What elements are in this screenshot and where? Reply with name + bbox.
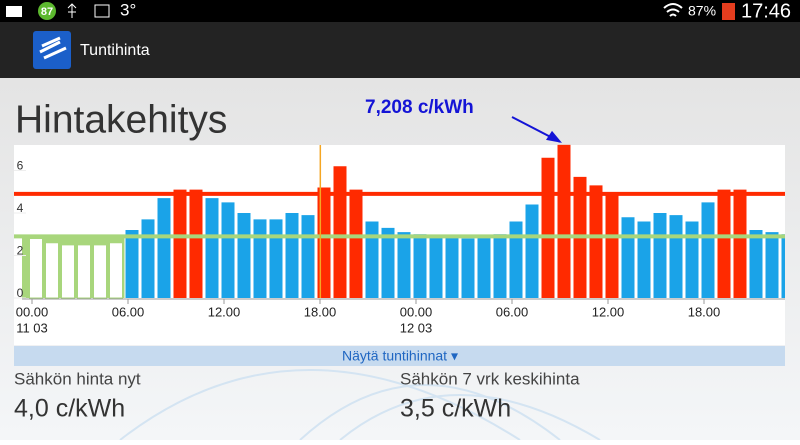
toggle-text[interactable]: Näytä tuntihinnat ▾ [342,348,458,364]
stat-label: Sähkön hinta nyt [14,369,141,388]
bar [77,244,91,299]
app-icon-mark [39,36,67,60]
bar [237,213,251,298]
bar [157,198,171,298]
badge [38,2,56,20]
y-tick-label: 0 [17,286,24,300]
heading: Hintakehitys [15,98,227,141]
bar [221,202,235,298]
date-label: 12 03 [400,320,433,335]
bar [429,236,443,298]
bar [253,219,267,298]
bar [205,198,219,298]
x-tick-label: 18.00 [304,304,337,319]
bar [61,244,75,299]
stat-label: Sähkön 7 vrk keskihinta [400,369,580,388]
stat-value: 4,0 c/kWh [14,395,125,423]
bar [525,204,539,298]
x-tick-label: 12.00 [592,304,625,319]
app-bar [0,22,800,78]
bar [621,217,635,298]
app-title: Tuntihinta [80,42,150,59]
chart-overlay: 0 2 4 6 00.00 06.00 12.00 18.00 00.00 06.00 12.00 1… [16,97,785,335]
x-tick-label: 00.00 [400,304,433,319]
x-tick-label: 18.00 [688,304,721,319]
bar [285,213,299,298]
bar [45,242,59,299]
bar [557,144,571,298]
bar [141,219,155,298]
bar [301,215,315,298]
bar [509,221,523,298]
status-bar [0,0,800,22]
app-icon [33,31,71,69]
bar [413,234,427,298]
bar [765,232,779,298]
bar [29,238,43,299]
temperature: 3° [120,0,136,19]
y-tick-label: 4 [17,201,24,215]
bar [173,189,187,298]
bar [637,221,651,298]
bar [653,213,667,298]
bar [493,234,507,298]
bar [781,234,785,298]
bar [109,242,123,299]
x-tick-label: 12.00 [208,304,241,319]
bar [605,193,619,298]
battery-icon [722,3,735,20]
bar [733,189,747,298]
clock: 17:46 [741,0,791,22]
date-label: 11 03 [16,320,48,335]
bar [669,215,683,298]
bar [125,230,139,298]
x-tick-label: 00.00 [16,304,49,319]
y-tick-label: 2 [17,244,24,258]
y-tick-label: 6 [17,159,24,173]
bar [541,157,555,298]
bar [701,202,715,298]
bar [445,236,459,298]
battery: 87% [688,3,716,19]
bar [333,166,347,298]
bar [317,187,331,298]
bar [365,221,379,298]
bar [93,244,107,299]
wifi-icon [663,3,683,17]
bar [717,189,731,298]
bar [349,189,363,298]
bar [397,232,411,298]
x-tick-label: 06.00 [496,304,529,319]
annotation-arrowhead [546,130,562,143]
decor [119,369,601,441]
badge-text: 87 [41,6,53,18]
bar [269,219,283,298]
bar [477,236,491,298]
annotation: 7,208 c/kWh [365,97,474,118]
bar [461,238,475,298]
bar [189,189,203,298]
status-icon [6,6,22,17]
image-icon [94,4,110,18]
bar [685,221,699,298]
stat-value: 3,5 c/kWh [400,395,511,423]
toggle-bar[interactable] [14,346,785,366]
bar [589,185,603,298]
bar [749,230,763,298]
x-tick-label: 06.00 [112,304,145,319]
bar [381,227,395,298]
usb-icon [67,3,77,18]
plot [14,144,785,299]
